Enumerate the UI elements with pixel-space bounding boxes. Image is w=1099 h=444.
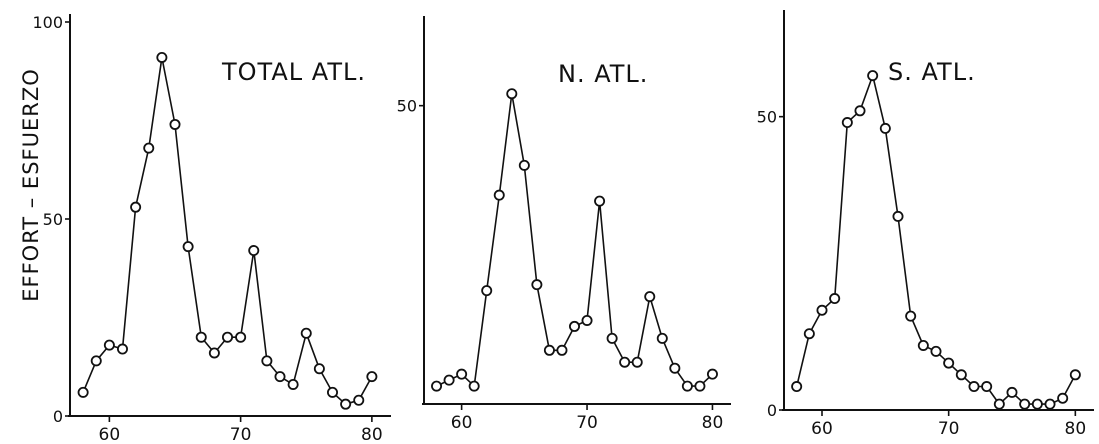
data-point [130,201,142,213]
data-point [274,371,286,383]
data-point [77,386,89,398]
data-point [892,210,904,222]
series-line [436,92,714,387]
x-tick-label: 80 [361,425,383,444]
x-tick-label: 80 [1065,419,1087,439]
data-point [841,117,853,129]
panel-title: S. ATL. [888,58,976,86]
data-point [103,339,115,351]
data-point [195,331,207,343]
x-tick-label: 60 [451,413,473,433]
x-tick-label: 70 [938,419,960,439]
data-point [326,386,338,398]
data-point [791,381,803,393]
data-point [182,241,194,253]
data-point [581,314,593,326]
data-point [681,380,693,392]
data-point [531,279,543,291]
data-point [930,345,942,357]
data-point [569,320,581,332]
data-point [353,394,365,406]
data-point [287,378,299,390]
data-point [905,310,917,322]
data-point [340,398,352,410]
data-point [1069,369,1081,381]
data-point [208,347,220,359]
data-point [313,363,325,375]
data-point [543,344,555,356]
data-point [1044,398,1056,410]
y-tick-label: 0 [53,407,63,426]
data-point [1057,392,1069,404]
y-tick-label: 0 [767,401,777,420]
data-point [968,381,980,393]
data-point [993,398,1005,410]
data-point [468,380,480,392]
panel-3: 60 70 80 0 50 S. ATL. [757,10,1094,439]
data-point [1031,398,1043,410]
data-point [879,122,891,134]
data-point [694,380,706,392]
data-point [481,285,493,297]
y-tick-label: 100 [32,13,63,32]
panel-2: 60 70 80 50 N. ATL. [397,16,731,433]
data-point [156,51,168,63]
data-point [803,328,815,340]
data-point [261,355,273,367]
data-point [366,371,378,383]
data-point [235,331,247,343]
y-tick-label: 50 [757,108,777,127]
data-point [631,356,643,368]
data-point [981,381,993,393]
data-point [518,159,530,171]
x-tick-label: 70 [230,425,252,444]
data-point [606,332,618,344]
data-point [169,118,181,130]
data-point [706,368,718,380]
data-point [300,327,312,339]
data-point [867,70,879,82]
data-point [248,245,260,257]
data-point [117,343,129,355]
data-point [443,374,455,386]
data-point [431,380,443,392]
data-point [556,344,568,356]
data-point [829,293,841,305]
data-point [493,189,505,201]
panel-title: N. ATL. [558,60,648,88]
data-point [1006,386,1018,398]
data-point [221,331,233,343]
data-point [669,362,681,374]
data-point [644,291,656,303]
y-tick-label: 50 [397,97,417,116]
panel-1: 60 70 80 0 50 100 TOTAL ATL. [32,13,391,444]
data-point [506,88,518,100]
x-tick-label: 60 [99,425,121,444]
x-tick-label: 70 [576,413,598,433]
data-point [594,195,606,207]
panel-title: TOTAL ATL. [221,58,366,86]
data-point [143,142,155,154]
data-point [656,332,668,344]
data-point [456,368,468,380]
data-point [917,339,929,351]
x-tick-label: 60 [811,419,833,439]
data-point [1019,398,1031,410]
data-point [854,105,866,117]
y-tick-label: 50 [43,210,63,229]
data-point [90,355,102,367]
x-tick-label: 80 [702,413,724,433]
data-point [619,356,631,368]
data-point [816,304,828,316]
data-point [943,357,955,369]
data-point [955,369,967,381]
